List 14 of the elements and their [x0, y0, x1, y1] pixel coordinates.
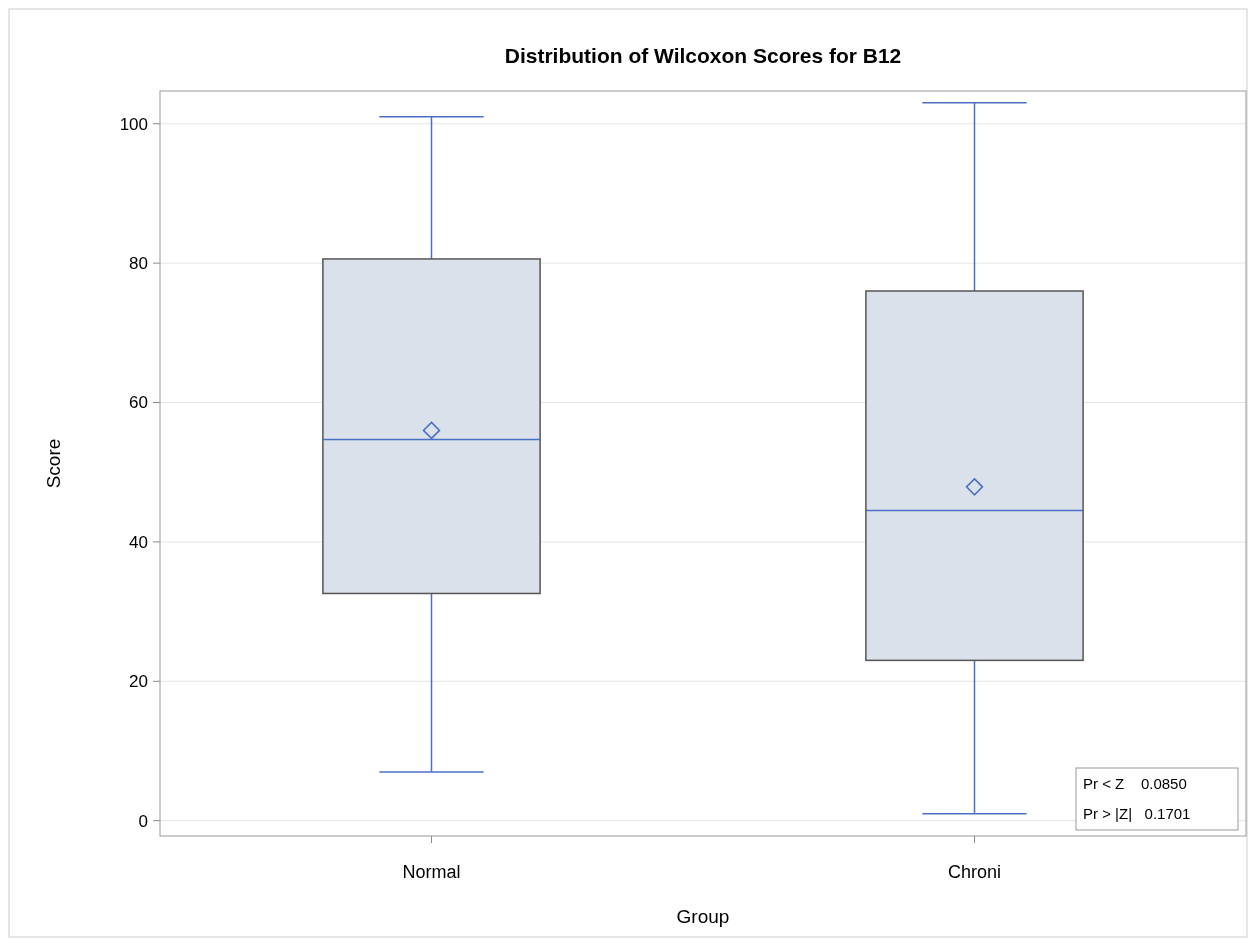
- x-axis-title: Group: [676, 906, 730, 927]
- y-tick-label: 0: [138, 811, 148, 831]
- x-tick-label: Chroni: [947, 862, 1002, 882]
- stats-table: Pr < Z 0.0850 Pr > |Z| 0.1701: [1075, 767, 1239, 831]
- y-axis-title: Score: [43, 438, 64, 489]
- y-tick-label: 100: [119, 114, 148, 134]
- y-tick-label: 20: [129, 672, 148, 692]
- chart-title: Distribution of Wilcoxon Scores for B12: [504, 44, 902, 67]
- y-tick-label: 60: [129, 393, 148, 413]
- x-tick-label: Normal: [402, 862, 461, 882]
- annotation: Pr > |Z| 0.1701: [1083, 805, 1191, 822]
- y-tick-label: 40: [129, 532, 148, 552]
- y-tick-label: 80: [129, 254, 148, 274]
- annotation: Pr < Z 0.0850: [1083, 775, 1187, 792]
